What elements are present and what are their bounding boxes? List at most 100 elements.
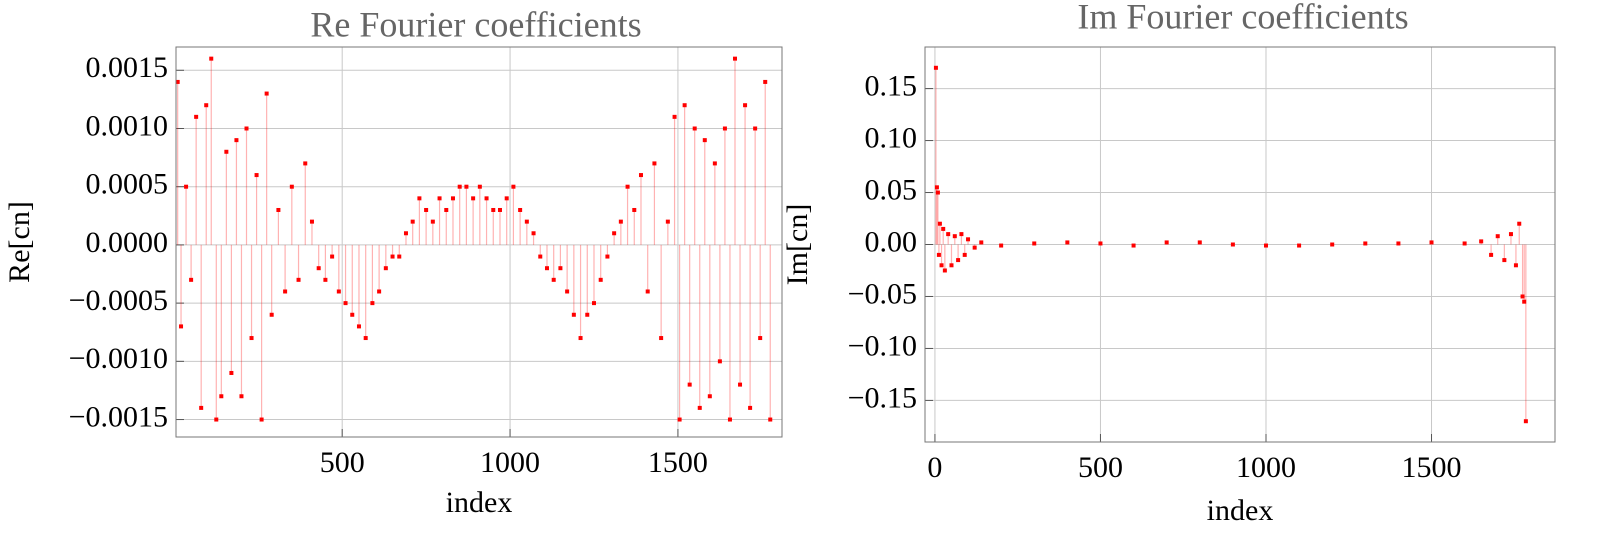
y-tick-label: 0.10: [865, 121, 918, 154]
point: [949, 263, 954, 268]
point: [1065, 240, 1070, 245]
chart-title: Im Fourier coefficients: [1077, 0, 1408, 36]
point: [524, 219, 529, 224]
point: [370, 301, 375, 306]
point: [638, 173, 643, 178]
point: [962, 252, 967, 257]
point: [605, 254, 610, 259]
point: [966, 237, 971, 242]
y-tick-label: −0.15: [848, 381, 917, 414]
x-tick-label: 1000: [1236, 451, 1296, 484]
point: [214, 417, 219, 422]
x-tick-label: 500: [320, 446, 365, 479]
point: [558, 266, 563, 271]
point: [1522, 299, 1527, 304]
point: [1429, 240, 1434, 245]
point: [444, 207, 449, 212]
point: [229, 370, 234, 375]
y-tick-label: −0.10: [848, 329, 917, 362]
point: [1479, 239, 1484, 244]
point: [437, 196, 442, 201]
point: [224, 149, 229, 154]
point: [937, 221, 942, 226]
point: [209, 56, 214, 61]
point: [336, 289, 341, 294]
point: [946, 232, 951, 237]
point: [722, 126, 727, 131]
point: [578, 336, 583, 341]
point: [239, 394, 244, 399]
point: [672, 114, 677, 119]
point: [632, 207, 637, 212]
point: [591, 301, 596, 306]
point: [219, 394, 224, 399]
point: [1495, 234, 1500, 239]
point: [464, 184, 469, 189]
point: [531, 231, 536, 236]
point: [417, 196, 422, 201]
point: [1513, 263, 1518, 268]
point: [254, 173, 259, 178]
x-axis-label: index: [446, 486, 513, 519]
y-axis-label: Im[cn]: [781, 204, 814, 286]
point: [397, 254, 402, 259]
point: [504, 196, 509, 201]
point: [585, 312, 590, 317]
x-axis-label: index: [1207, 494, 1274, 527]
point: [743, 103, 748, 108]
point: [1164, 240, 1169, 245]
point: [390, 254, 395, 259]
point: [763, 79, 768, 84]
point: [1098, 241, 1103, 246]
y-tick-label: 0.0015: [86, 51, 169, 84]
point: [959, 232, 964, 237]
point: [269, 312, 274, 317]
y-axis-label: Re[cn]: [3, 201, 36, 283]
point: [727, 417, 732, 422]
y-tick-label: −0.0010: [69, 342, 168, 375]
point: [377, 289, 382, 294]
point: [1230, 242, 1235, 247]
point: [571, 312, 576, 317]
point: [1131, 243, 1136, 248]
point: [323, 277, 328, 282]
point: [952, 234, 957, 239]
point: [1517, 221, 1522, 226]
point: [956, 258, 961, 263]
point: [234, 138, 239, 143]
point: [283, 289, 288, 294]
point: [659, 336, 664, 341]
point: [717, 359, 722, 364]
point: [204, 103, 209, 108]
point: [712, 161, 717, 166]
point: [692, 126, 697, 131]
point: [707, 394, 712, 399]
point: [768, 417, 773, 422]
point: [933, 65, 938, 70]
point: [276, 207, 281, 212]
point: [424, 207, 429, 212]
point: [356, 324, 361, 329]
point: [618, 219, 623, 224]
y-tick-label: −0.05: [848, 277, 917, 310]
x-tick-label: 500: [1078, 451, 1123, 484]
point: [296, 277, 301, 282]
point: [665, 219, 670, 224]
point: [939, 263, 944, 268]
point: [612, 231, 617, 236]
point: [491, 207, 496, 212]
point: [738, 382, 743, 387]
point: [1363, 241, 1368, 246]
y-tick-label: −0.0005: [69, 284, 168, 317]
point: [732, 56, 737, 61]
point: [1520, 294, 1525, 299]
point: [1330, 242, 1335, 247]
point: [264, 91, 269, 96]
point: [748, 405, 753, 410]
point: [538, 254, 543, 259]
chart-title: Re Fourier coefficients: [310, 4, 641, 44]
point: [350, 312, 355, 317]
point: [934, 185, 939, 190]
point: [249, 336, 254, 341]
